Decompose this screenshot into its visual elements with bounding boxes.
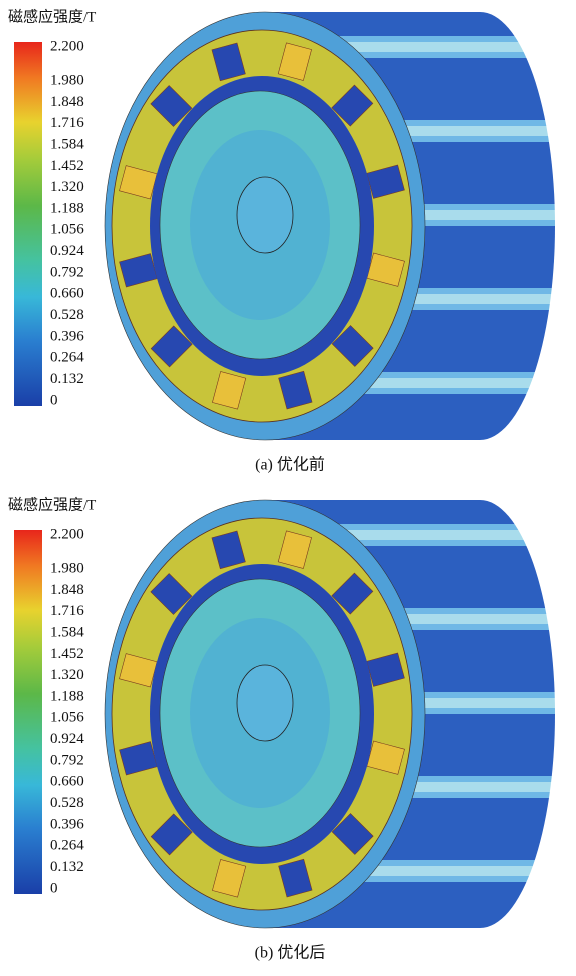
legend-tick-label: 1.584 [50,136,84,152]
caption: (a) 优化前 [255,456,325,474]
legend-tick-label: 0.132 [50,859,84,875]
legend-tick-label: 1.056 [50,710,84,726]
legend-title: 磁感应强度/T [8,7,96,25]
colorbar [14,530,42,894]
legend-tick-label: 0.924 [50,731,84,747]
legend-tick-label: 0 [50,392,58,408]
legend-tick-label: 0.660 [50,774,84,790]
legend-tick-label: 1.452 [50,158,84,174]
legend-tick-label: 0 [50,880,58,896]
legend-tick-label: 0.660 [50,286,84,302]
caption: (b) 优化后 [255,944,326,962]
legend-tick-label: 1.320 [50,667,84,683]
legend-tick-label: 1.056 [50,222,84,238]
legend-tick-label: 0.132 [50,371,84,387]
legend-tick-label: 0.396 [50,816,84,832]
legend-tick-label: 0.264 [50,838,84,854]
legend-tick-label: 0.264 [50,350,84,366]
legend-tick-label: 1.848 [50,94,84,110]
legend-tick-label: 0.528 [50,307,84,323]
legend-tick-label: 0.528 [50,795,84,811]
legend-tick-label: 1.452 [50,646,84,662]
legend-tick-label: 0.924 [50,243,84,259]
legend-tick-label: 1.188 [50,200,84,216]
legend-tick-label: 2.200 [50,526,84,542]
legend-tick-label: 1.716 [50,603,84,619]
panel: 磁感应强度/T 2.200 1.980 1.848 1.716 1.584 1.452 1.3… [8,495,556,962]
legend-tick-label: 1.320 [50,179,84,195]
legend-tick-label: 1.980 [50,560,84,576]
motor-image [104,499,556,929]
motor-image [104,11,556,441]
legend-tick-label: 1.980 [50,72,84,88]
legend-tick-label: 0.792 [50,264,84,280]
legend-tick-label: 1.848 [50,582,84,598]
legend-tick-label: 1.584 [50,624,84,640]
legend-tick-label: 0.396 [50,328,84,344]
legend-tick-label: 1.188 [50,688,84,704]
legend-tick-label: 1.716 [50,115,84,131]
colorbar [14,42,42,406]
legend-tick-label: 2.200 [50,38,84,54]
panel: 磁感应强度/T 2.200 1.980 1.848 1.716 1.584 1.452 1.3… [8,7,556,474]
legend-title: 磁感应强度/T [8,495,96,513]
legend-tick-label: 0.792 [50,752,84,768]
